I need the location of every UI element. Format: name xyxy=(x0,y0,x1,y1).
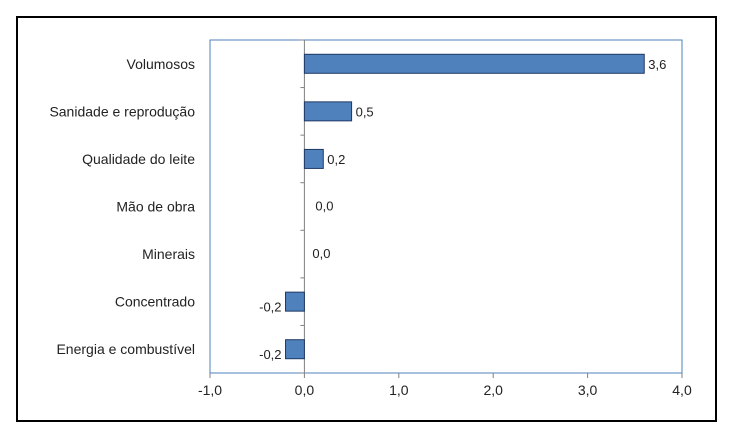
data-label: -0,2 xyxy=(259,347,281,362)
category-label: Concentrado xyxy=(115,294,195,310)
bar xyxy=(285,339,305,360)
bar xyxy=(303,53,645,74)
plot-area xyxy=(209,39,683,374)
category-label: Energia e combustível xyxy=(56,341,195,357)
data-label: 0,5 xyxy=(356,104,374,119)
data-label: 0,2 xyxy=(327,152,345,167)
x-tick-label: 3,0 xyxy=(578,382,598,398)
data-label: -0,2 xyxy=(259,300,281,315)
x-tick-label: 0,0 xyxy=(295,382,315,398)
category-label: Volumosos xyxy=(127,56,195,72)
data-label: 0,0 xyxy=(315,199,333,214)
x-tick-label: 4,0 xyxy=(672,382,692,398)
category-label: Mão de obra xyxy=(116,199,195,215)
category-label: Minerais xyxy=(142,246,195,262)
x-tick-label: -1,0 xyxy=(198,382,222,398)
category-label: Qualidade do leite xyxy=(82,151,195,167)
bar xyxy=(303,101,353,122)
data-label: 0,0 xyxy=(312,246,330,261)
bar xyxy=(285,291,305,312)
bar xyxy=(303,148,324,169)
x-tick-label: 2,0 xyxy=(483,382,503,398)
category-label: Sanidade e reprodução xyxy=(49,103,195,119)
x-tick-label: 1,0 xyxy=(389,382,409,398)
data-label: 3,6 xyxy=(648,57,666,72)
